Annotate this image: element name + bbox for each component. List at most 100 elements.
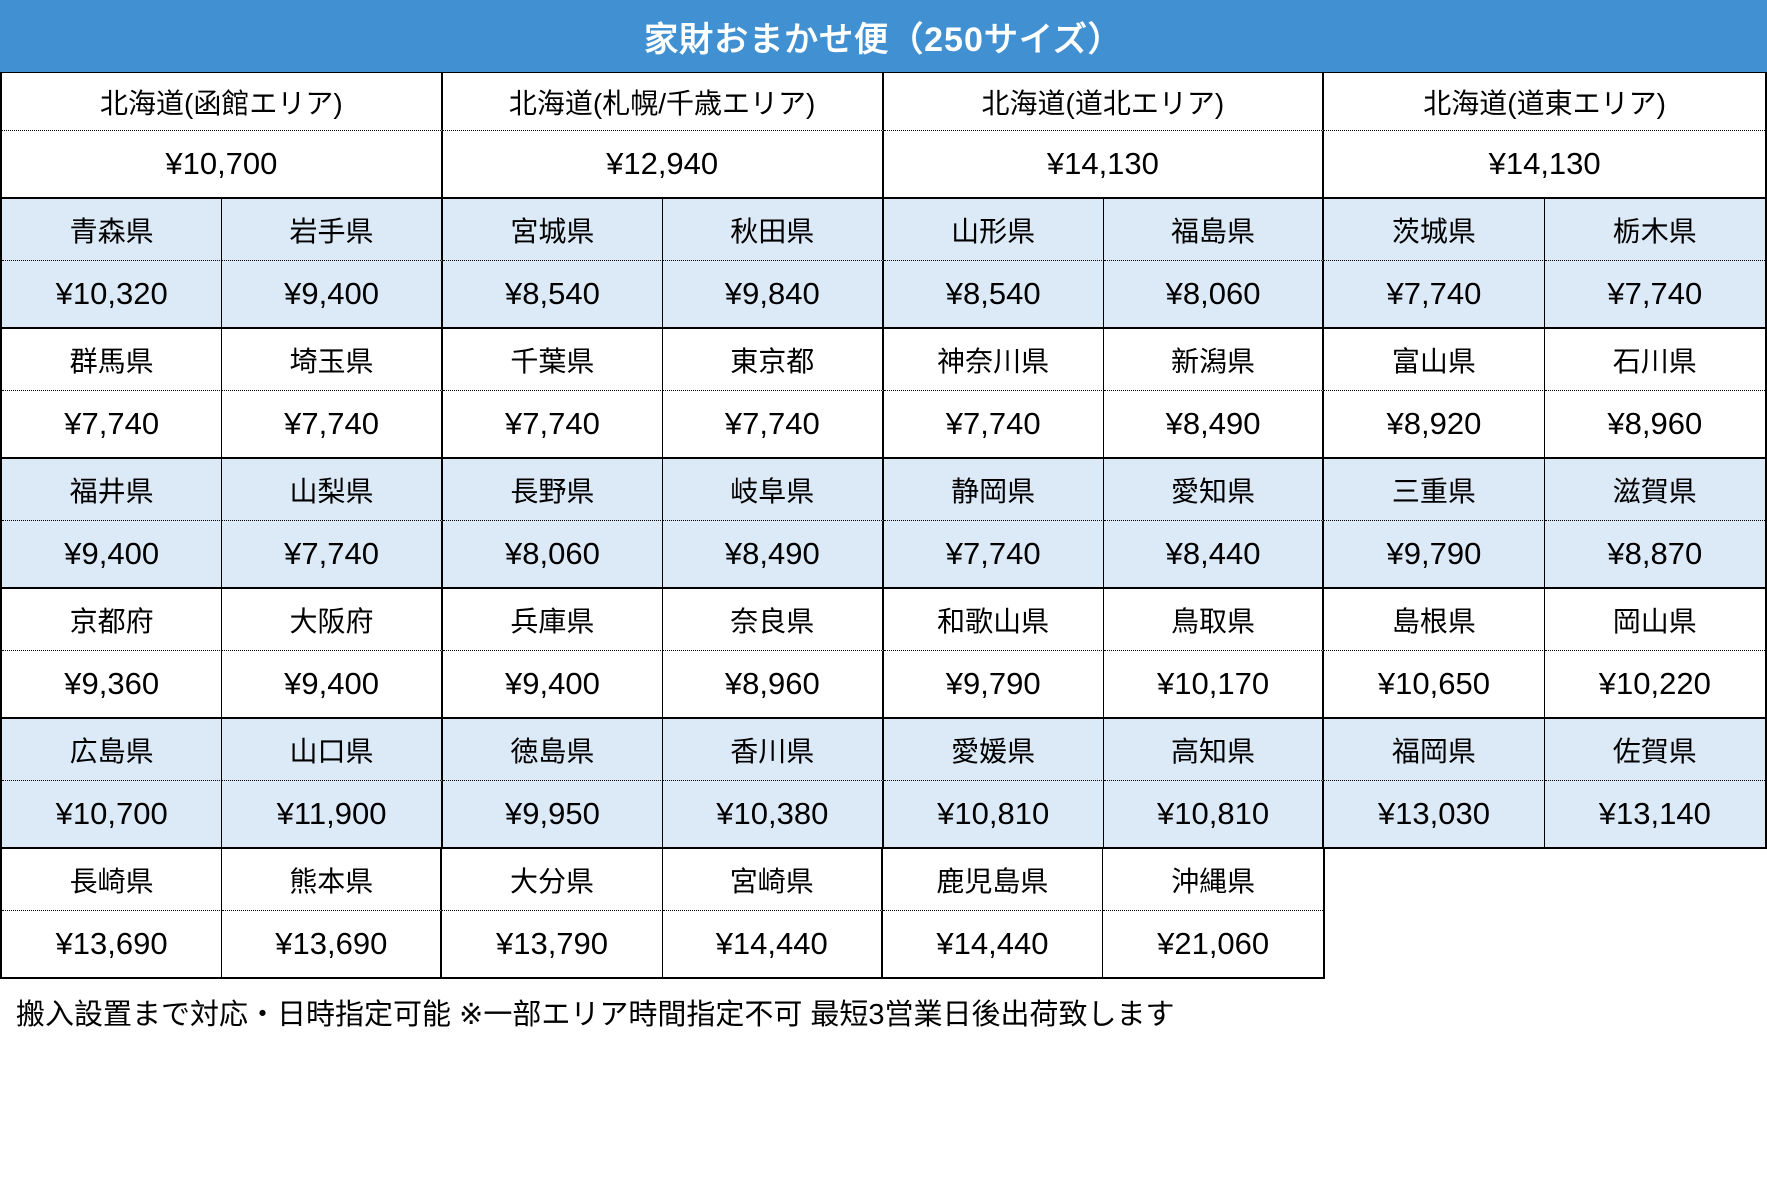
prefecture-name-cell: 長野県 [442, 459, 664, 521]
prefecture-name-cell: 広島県 [2, 719, 223, 781]
prefecture-name-cell: 鳥取県 [1103, 589, 1325, 651]
prefecture-name-cell: 山口県 [222, 719, 443, 781]
prefecture-price-cell: ¥14,440 [883, 911, 1104, 977]
prefecture-price-cell: ¥8,060 [443, 521, 664, 587]
prefecture-price-cell: ¥8,960 [663, 651, 884, 717]
hokkaido-area-name: 北海道(函館エリア) [2, 73, 443, 131]
prefecture-price-cell: ¥10,810 [884, 781, 1104, 847]
prefecture-price-cell: ¥7,740 [1324, 261, 1545, 327]
prefecture-name-cell: 山梨県 [222, 459, 443, 521]
prefecture-name-cell: 大分県 [442, 849, 663, 911]
prefecture-name-cell: 福島県 [1103, 199, 1325, 261]
prefecture-price-cell: ¥9,790 [1324, 521, 1545, 587]
prefecture-price-cell: ¥10,380 [663, 781, 884, 847]
prefecture-price-cell: ¥8,490 [1104, 391, 1325, 457]
shipping-price-page: 家財おまかせ便（250サイズ） 北海道(函館エリア) 北海道(札幌/千歳エリア) 北… [0, 0, 1767, 1031]
prefecture-price-cell: ¥10,220 [1598, 666, 1711, 701]
hokkaido-area-name: 北海道(道東エリア) [1324, 73, 1765, 131]
prefecture-name-cell: 新潟県 [1103, 329, 1325, 391]
prefecture-price-cell: ¥7,740 [443, 391, 664, 457]
prefecture-name-cell: 茨城県 [1324, 199, 1545, 261]
prefecture-name-cell: 愛媛県 [883, 719, 1104, 781]
prefecture-name-cell: 東京都 [663, 329, 884, 391]
prefecture-name-cell: 岐阜県 [663, 459, 884, 521]
prefecture-price-cell: ¥9,790 [884, 651, 1104, 717]
prefecture-price-cell: ¥9,400 [222, 651, 443, 717]
prefecture-price-cell: ¥8,870 [1607, 536, 1703, 571]
hokkaido-area-name: 北海道(札幌/千歳エリア) [442, 73, 884, 131]
prefecture-name-cell: 秋田県 [663, 199, 884, 261]
prefecture-name-cell: 岡山県 [1544, 589, 1765, 651]
prefecture-price-cell: ¥7,740 [663, 391, 884, 457]
hokkaido-section: 北海道(函館エリア) 北海道(札幌/千歳エリア) 北海道(道北エリア) 北海道(道東エ… [0, 72, 1767, 199]
prefecture-price-cell: ¥9,400 [443, 651, 664, 717]
prefecture-price-cell: ¥13,140 [1598, 796, 1711, 831]
prefecture-price-cell: ¥8,540 [884, 261, 1104, 327]
prefecture-price-cell: ¥8,960 [1607, 406, 1703, 441]
prefecture-name-cell: 青森県 [2, 199, 223, 261]
prefecture-price-cell: ¥8,060 [1104, 261, 1325, 327]
prefecture-price-cell: ¥9,840 [663, 261, 884, 327]
prefecture-name-cell: 栃木県 [1544, 199, 1765, 261]
prefecture-price-cell: ¥7,740 [884, 391, 1104, 457]
footer-note: 搬入設置まで対応・日時指定可能 ※一部エリア時間指定不可 最短3営業日後出荷致し… [16, 999, 1175, 1031]
prefecture-row-section: 群馬県 埼玉県 千葉県 東京都 神奈川県 新潟県 富山県 石川県 ¥7,740 ¥7,740 ¥7,… [0, 329, 1767, 459]
prefecture-name-cell: 静岡県 [883, 459, 1104, 521]
prefecture-price-cell: ¥7,740 [884, 521, 1104, 587]
prefecture-price-cell: ¥13,690 [222, 911, 443, 977]
prefecture-price-cell: ¥8,540 [443, 261, 664, 327]
prefecture-price-cell: ¥9,950 [443, 781, 664, 847]
prefecture-name-cell: 佐賀県 [1544, 719, 1765, 781]
prefecture-name-cell: 沖縄県 [1103, 849, 1324, 911]
prefecture-price-cell: ¥13,790 [442, 911, 663, 977]
prefecture-price-cell: ¥8,920 [1324, 391, 1545, 457]
prefecture-name-cell: 高知県 [1103, 719, 1325, 781]
prefecture-price-cell: ¥7,740 [2, 391, 223, 457]
prefecture-name-cell: 石川県 [1544, 329, 1765, 391]
prefecture-price-cell: ¥13,690 [2, 911, 223, 977]
prefecture-name-cell: 和歌山県 [883, 589, 1104, 651]
prefecture-row-section: 広島県 山口県 徳島県 香川県 愛媛県 高知県 福岡県 佐賀県 ¥10,700 ¥11,900 ¥9… [0, 719, 1767, 849]
prefecture-name-cell: 岩手県 [222, 199, 443, 261]
prefecture-price-cell: ¥9,400 [2, 521, 223, 587]
prefecture-row-section: 長崎県 熊本県 大分県 宮崎県 鹿児島県 沖縄県 ¥13,690 ¥13,690 ¥13,790… [0, 849, 1326, 979]
prefecture-name-cell: 兵庫県 [442, 589, 664, 651]
prefecture-name-cell: 福井県 [2, 459, 223, 521]
prefecture-price-cell: ¥14,440 [663, 911, 883, 977]
prefecture-sections: 青森県 岩手県 宮城県 秋田県 山形県 福島県 茨城県 栃木県 ¥10,320 ¥9,400 ¥8,… [0, 199, 1767, 979]
prefecture-name-cell: 奈良県 [663, 589, 884, 651]
prefecture-price-cell: ¥7,740 [1607, 276, 1703, 311]
prefecture-name-cell: 千葉県 [442, 329, 664, 391]
prefecture-name-cell: 富山県 [1324, 329, 1545, 391]
prefecture-price-cell: ¥13,030 [1324, 781, 1545, 847]
prefecture-price-cell: ¥10,700 [2, 781, 223, 847]
prefecture-price-cell: ¥7,740 [222, 521, 443, 587]
prefecture-name-cell: 福岡県 [1324, 719, 1545, 781]
prefecture-row-section: 福井県 山梨県 長野県 岐阜県 静岡県 愛知県 三重県 滋賀県 ¥9,400 ¥7,740 ¥8,0… [0, 459, 1767, 589]
prefecture-name-cell: 長崎県 [2, 849, 223, 911]
prefecture-name-cell: 熊本県 [222, 849, 443, 911]
prefecture-name-cell: 徳島県 [442, 719, 664, 781]
prefecture-price-cell: ¥9,360 [2, 651, 223, 717]
prefecture-price-cell: ¥8,440 [1104, 521, 1325, 587]
prefecture-name-cell: 埼玉県 [222, 329, 443, 391]
page-title: 家財おまかせ便（250サイズ） [0, 0, 1767, 72]
prefecture-name-cell: 愛知県 [1103, 459, 1325, 521]
prefecture-name-cell: 香川県 [663, 719, 884, 781]
prefecture-name-cell: 宮城県 [442, 199, 664, 261]
hokkaido-area-price: ¥12,940 [443, 131, 884, 197]
prefecture-name-cell: 神奈川県 [883, 329, 1104, 391]
prefecture-name-cell: 鹿児島県 [882, 849, 1104, 911]
prefecture-price-cell: ¥10,650 [1324, 651, 1545, 717]
prefecture-price-cell: ¥10,810 [1104, 781, 1325, 847]
prefecture-price-cell: ¥11,900 [222, 781, 443, 847]
prefecture-name-cell: 島根県 [1324, 589, 1545, 651]
prefecture-name-cell: 京都府 [2, 589, 223, 651]
prefecture-name-cell: 山形県 [883, 199, 1104, 261]
prefecture-row-section: 京都府 大阪府 兵庫県 奈良県 和歌山県 鳥取県 島根県 岡山県 ¥9,360 ¥9,400 ¥9,… [0, 589, 1767, 719]
prefecture-row-section: 青森県 岩手県 宮城県 秋田県 山形県 福島県 茨城県 栃木県 ¥10,320 ¥9,400 ¥8,… [0, 199, 1767, 329]
prefecture-name-cell: 滋賀県 [1544, 459, 1765, 521]
hokkaido-area-name: 北海道(道北エリア) [883, 73, 1325, 131]
price-table: 北海道(函館エリア) 北海道(札幌/千歳エリア) 北海道(道北エリア) 北海道(道東エ… [0, 72, 1767, 979]
hokkaido-area-price: ¥10,700 [2, 131, 443, 197]
